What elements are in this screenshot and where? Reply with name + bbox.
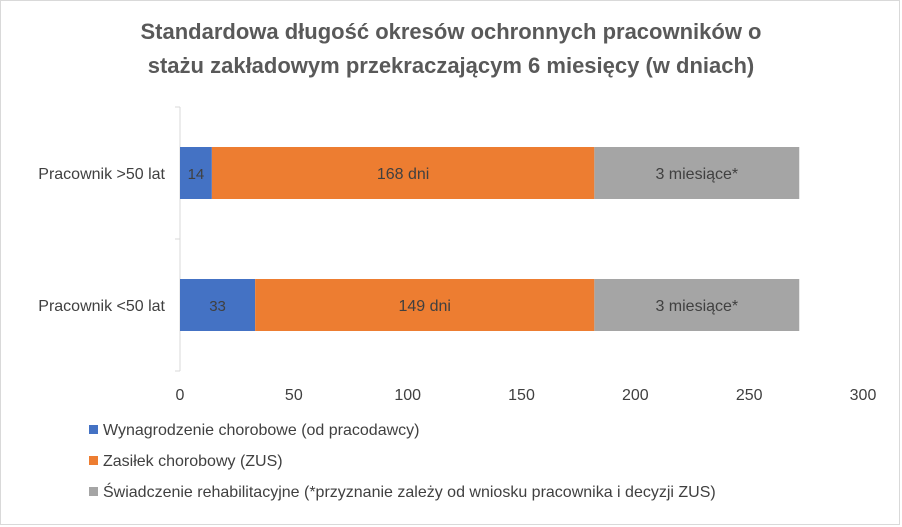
bar-segment xyxy=(594,279,800,331)
bar-segment xyxy=(211,147,595,199)
bar-segment xyxy=(594,147,800,199)
bar-data-label: 3 miesiące* xyxy=(655,166,738,183)
x-tick-label: 200 xyxy=(622,387,649,404)
bar-segment xyxy=(180,279,256,331)
legend-item: Świadczenie rehabilitacyjne (*przyznanie… xyxy=(89,483,716,503)
category-label: Pracownik <50 lat xyxy=(38,298,165,315)
bar-data-label: 14 xyxy=(188,166,205,183)
legend-label: Wynagrodzenie chorobowe (od pracodawcy) xyxy=(103,422,420,439)
chart-title-line-2: stażu zakładowym przekraczającym 6 miesi… xyxy=(147,53,755,78)
bar-data-label: 33 xyxy=(209,298,226,315)
bar-segment xyxy=(180,147,212,199)
bar-data-label: 149 dni xyxy=(398,298,451,315)
x-tick-label: 150 xyxy=(508,387,535,404)
legend-label: Zasiłek chorobowy (ZUS) xyxy=(103,453,283,470)
legend-item: Wynagrodzenie chorobowe (od pracodawcy) xyxy=(89,421,716,441)
bar-chart-plot: Pracownik >50 lat Pracownik <50 lat 0 50 100… xyxy=(38,106,877,404)
category-label: Pracownik >50 lat xyxy=(38,166,165,183)
x-tick-label: 50 xyxy=(285,387,303,404)
x-tick-label: 0 xyxy=(176,387,185,404)
bar-segment xyxy=(255,279,595,331)
legend-label: Świadczenie rehabilitacyjne (*przyznanie… xyxy=(103,484,716,501)
bar-data-label: 3 miesiące* xyxy=(655,298,738,315)
legend-swatch xyxy=(89,425,98,435)
legend-item: Zasiłek chorobowy (ZUS) xyxy=(89,452,716,472)
chart-legend: Wynagrodzenie chorobowe (od pracodawcy) Z… xyxy=(89,421,716,514)
chart-title: Standardowa długość okresów ochronnych p… xyxy=(1,15,901,83)
x-tick-label: 100 xyxy=(394,387,421,404)
x-tick-label: 250 xyxy=(736,387,763,404)
bar-data-label: 168 dni xyxy=(377,166,430,183)
chart-title-line-1: Standardowa długość okresów ochronnych p… xyxy=(140,19,762,44)
legend-swatch xyxy=(89,487,98,497)
x-tick-label: 300 xyxy=(850,387,877,404)
legend-swatch xyxy=(89,456,98,466)
